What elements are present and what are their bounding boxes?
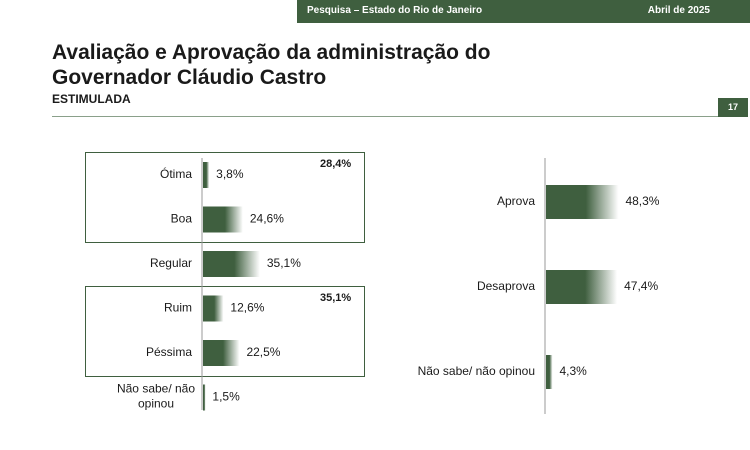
value-label: 12,6% xyxy=(230,301,264,315)
category-label: Desaprova xyxy=(477,279,535,293)
title-line-1: Avaliação e Aprovação da administração d… xyxy=(52,41,491,64)
category-label: Ótima xyxy=(160,166,192,181)
evaluation-chart: 3,8% Ótima 24,6% Boa 35,1% Regular 12,6% Ruim 22… xyxy=(117,158,301,411)
category-label: Não sabe/ não opinou xyxy=(117,382,195,411)
page-subtitle: ESTIMULADA xyxy=(52,92,131,106)
positive-group-box xyxy=(85,152,365,243)
bar xyxy=(203,206,243,233)
survey-name: Pesquisa – Estado do Rio de Janeiro xyxy=(307,5,483,16)
category-label: Ruim xyxy=(164,301,192,315)
approval-chart: 48,3% Aprova 47,4% Desaprova 4,3% Não sabe/ n… xyxy=(418,158,660,414)
bar xyxy=(203,251,260,277)
value-label: 4,3% xyxy=(559,364,587,378)
category-label: Regular xyxy=(150,256,192,270)
bar xyxy=(546,185,619,219)
category-label: Não sabe/ não opinou xyxy=(418,364,535,378)
page-number: 17 xyxy=(718,98,748,117)
page-title: Avaliação e Aprovação da administração d… xyxy=(52,40,652,90)
value-label: 48,3% xyxy=(625,194,659,208)
title-line-2: Governador Cláudio Castro xyxy=(52,66,327,89)
value-label: 3,8% xyxy=(216,167,244,181)
value-label: 35,1% xyxy=(267,256,301,270)
bar xyxy=(203,162,210,188)
negative-group-total: 35,1% xyxy=(320,292,352,304)
bar xyxy=(203,295,224,322)
bar xyxy=(203,384,206,411)
value-label: 47,4% xyxy=(624,279,658,293)
value-label: 22,5% xyxy=(246,345,280,359)
title-divider xyxy=(52,116,722,117)
category-label: Péssima xyxy=(146,345,192,359)
negative-group-box xyxy=(85,286,365,377)
category-label: Boa xyxy=(171,212,193,226)
category-label: Aprova xyxy=(497,194,535,208)
bar xyxy=(546,270,618,304)
positive-group-total: 28,4% xyxy=(320,158,352,170)
value-label: 1,5% xyxy=(212,390,240,404)
bar xyxy=(203,340,240,366)
header-bar: Pesquisa – Estado do Rio de Janeiro Abri… xyxy=(297,0,750,23)
survey-date: Abril de 2025 xyxy=(647,5,710,16)
value-label: 24,6% xyxy=(250,212,284,226)
bar xyxy=(546,355,553,389)
